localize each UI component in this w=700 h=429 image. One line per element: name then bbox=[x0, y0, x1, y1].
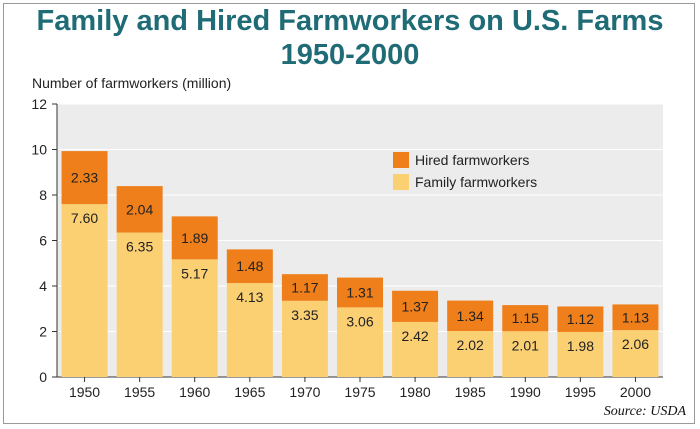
y-tick-label: 8 bbox=[39, 187, 47, 203]
x-tick-label-1990: 1990 bbox=[510, 384, 541, 400]
data-label-hired-1990: 1.15 bbox=[512, 310, 539, 326]
legend-label-family: Family farmworkers bbox=[415, 174, 537, 190]
x-tick-label-1955: 1955 bbox=[124, 384, 155, 400]
y-tick-label: 2 bbox=[39, 324, 47, 340]
data-label-family-1955: 6.35 bbox=[126, 239, 153, 255]
y-axis-label: Number of farmworkers (million) bbox=[32, 75, 232, 91]
data-label-family-1970: 3.35 bbox=[291, 307, 318, 323]
y-tick-label: 6 bbox=[39, 233, 47, 249]
data-label-hired-2000: 1.13 bbox=[622, 309, 649, 325]
bar-hired-1965 bbox=[226, 249, 273, 284]
x-tick-label-1985: 1985 bbox=[455, 384, 486, 400]
y-tick-label: 4 bbox=[39, 278, 47, 294]
data-label-hired-1975: 1.31 bbox=[346, 284, 373, 300]
data-label-hired-1955: 2.04 bbox=[126, 201, 153, 217]
chart-subtitle: 1950-2000 bbox=[280, 39, 420, 71]
x-tick-label-1970: 1970 bbox=[289, 384, 320, 400]
bar-hired-2000 bbox=[612, 304, 659, 331]
bar-family-1975 bbox=[337, 307, 383, 377]
data-label-family-2000: 2.06 bbox=[622, 336, 649, 352]
data-label-hired-1950: 2.33 bbox=[71, 170, 98, 186]
bar-family-2000 bbox=[612, 330, 659, 377]
legend-swatch-hired bbox=[393, 152, 409, 168]
x-tick-label-2000: 2000 bbox=[620, 384, 651, 400]
bar-family-1960 bbox=[171, 259, 218, 377]
bar-family-1955 bbox=[116, 232, 163, 377]
chart-title-block: Family and Hired Farmworkers on U.S. Far… bbox=[0, 4, 700, 72]
legend-swatch-family bbox=[393, 174, 409, 190]
data-label-family-1960: 5.17 bbox=[181, 265, 208, 281]
y-tick-label: 10 bbox=[31, 142, 47, 158]
bar-hired-1995 bbox=[557, 306, 604, 332]
bar-hired-1955 bbox=[116, 186, 163, 233]
data-label-family-1975: 3.06 bbox=[346, 313, 373, 329]
bar-hired-1960 bbox=[171, 216, 218, 260]
source-note: Source: USDA bbox=[603, 404, 686, 419]
bar-family-1985 bbox=[447, 331, 494, 377]
data-label-hired-1980: 1.37 bbox=[401, 298, 428, 314]
bar-family-1965 bbox=[226, 283, 273, 377]
legend-label-hired: Hired farmworkers bbox=[415, 152, 529, 168]
data-label-family-1950: 7.60 bbox=[71, 210, 98, 226]
bar-family-1995 bbox=[557, 331, 604, 377]
data-label-hired-1965: 1.48 bbox=[236, 258, 263, 274]
bar-family-1970 bbox=[281, 300, 328, 377]
bar-hired-1985 bbox=[447, 300, 494, 332]
data-label-family-1980: 2.42 bbox=[401, 328, 428, 344]
y-tick-label: 12 bbox=[31, 96, 47, 112]
chart-title: Family and Hired Farmworkers on U.S. Far… bbox=[36, 5, 664, 37]
data-label-hired-1970: 1.17 bbox=[291, 279, 318, 295]
bar-hired-1970 bbox=[281, 274, 328, 301]
x-tick-label-1950: 1950 bbox=[69, 384, 100, 400]
bar-hired-1975 bbox=[337, 277, 383, 308]
y-tick-label: 0 bbox=[39, 369, 47, 385]
data-label-hired-1960: 1.89 bbox=[181, 230, 208, 246]
x-tick-label-1965: 1965 bbox=[234, 384, 265, 400]
bar-family-1950 bbox=[61, 204, 108, 377]
bar-hired-1950 bbox=[61, 151, 108, 205]
bar-hired-1980 bbox=[392, 290, 439, 322]
data-label-hired-1985: 1.34 bbox=[457, 308, 484, 324]
data-label-family-1985: 2.02 bbox=[457, 337, 484, 353]
bar-hired-1990 bbox=[502, 305, 549, 332]
x-tick-label-1995: 1995 bbox=[565, 384, 596, 400]
x-tick-label-1980: 1980 bbox=[400, 384, 431, 400]
data-label-family-1990: 2.01 bbox=[512, 337, 539, 353]
data-label-family-1995: 1.98 bbox=[567, 338, 594, 354]
data-label-family-1965: 4.13 bbox=[236, 289, 263, 305]
data-label-hired-1995: 1.12 bbox=[567, 311, 594, 327]
bar-family-1980 bbox=[392, 321, 439, 377]
x-tick-label-1975: 1975 bbox=[344, 384, 375, 400]
x-tick-label-1960: 1960 bbox=[179, 384, 210, 400]
bar-family-1990 bbox=[502, 331, 549, 377]
